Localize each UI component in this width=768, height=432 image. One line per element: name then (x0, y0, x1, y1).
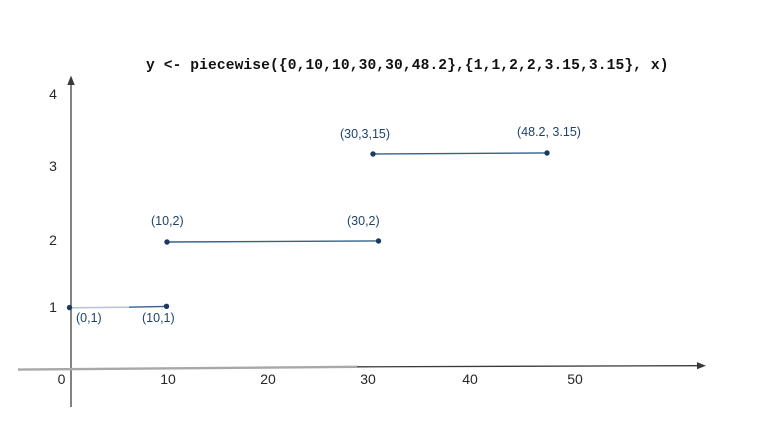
point-label-48.2-3.15: (48.2, 3.15) (517, 125, 581, 139)
point-dot-10-1 (163, 303, 170, 309)
x-tick-0: 0 (57, 371, 66, 387)
x-tick-10: 10 (160, 371, 176, 387)
x-tick-20: 20 (260, 371, 276, 387)
x-tick-30: 30 (360, 371, 376, 387)
point-label-0-1: (0,1) (76, 311, 102, 325)
y-tick-4: 4 (49, 86, 57, 102)
segment-1-line-faded (69, 306, 130, 309)
point-label-10-1: (10,1) (142, 311, 175, 325)
x-axis-line (356, 365, 699, 368)
point-dot-0-1 (66, 304, 73, 311)
y-tick-1: 1 (49, 299, 57, 315)
plot-title: y <- piecewise({0,10,10,30,30,48.2},{1,1… (146, 58, 669, 74)
point-dot-30-2 (375, 238, 382, 244)
x-axis-arrowhead-icon (697, 362, 706, 370)
segment-1-line (128, 305, 167, 308)
point-label-10-2: (10,2) (151, 214, 184, 228)
x-tick-40: 40 (462, 371, 478, 387)
segment-3-line (372, 152, 548, 155)
point-dot-30-3.15 (370, 151, 376, 157)
point-label-30-2: (30,2) (347, 214, 380, 228)
point-dot-48.2-3.15 (544, 150, 550, 156)
y-axis-arrowhead-icon (67, 75, 75, 85)
segment-2-line (166, 240, 379, 243)
x-axis-line-gray (17, 365, 358, 371)
y-tick-3: 3 (49, 158, 57, 174)
x-tick-50: 50 (567, 371, 583, 387)
y-tick-2: 2 (49, 232, 57, 248)
point-dot-10-2 (164, 239, 170, 245)
point-label-30-3.15: (30,3,15) (340, 127, 391, 141)
